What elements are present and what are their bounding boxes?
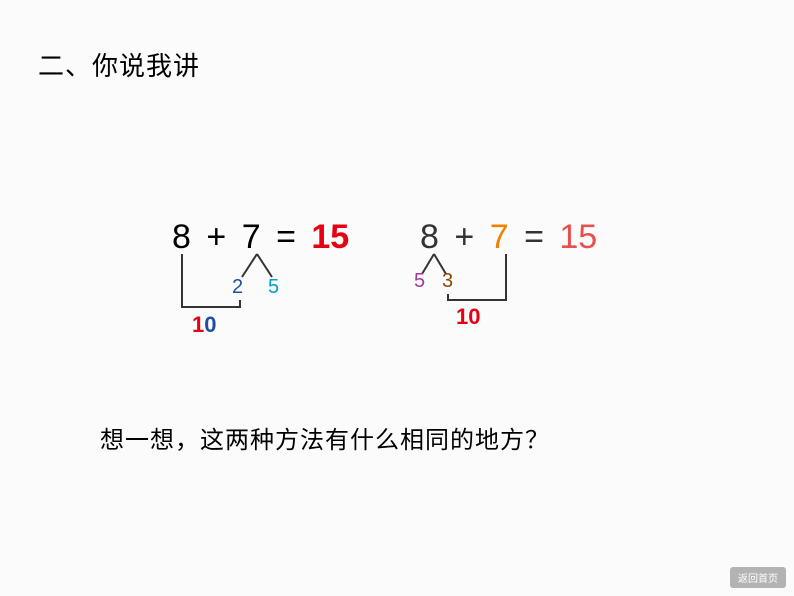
eq2-eq: = — [524, 218, 544, 256]
eq2-b: 7 — [490, 218, 509, 256]
return-home-button[interactable]: 返回首页 — [730, 567, 786, 588]
eq1-a: 8 — [172, 218, 191, 256]
eq2-a: 8 — [420, 218, 439, 256]
question-text: 想一想，这两种方法有什么相同的地方？ — [100, 420, 550, 455]
split1-right: 5 — [268, 276, 279, 299]
bottom1: 10 — [192, 312, 217, 338]
bottom2: 10 — [456, 304, 480, 330]
eq1-result: 15 — [311, 218, 349, 256]
method-1-diagram: 8 + 7 = 15 2 5 10 — [172, 200, 432, 360]
method-2-diagram: 8 + 7 = 15 5 3 10 — [420, 200, 680, 360]
split2-left: 5 — [414, 270, 425, 293]
eq2-result: 15 — [559, 218, 597, 256]
eq1-plus: + — [206, 218, 226, 256]
eq1-eq: = — [276, 218, 296, 256]
bracket-2 — [444, 252, 512, 312]
eq2-plus: + — [454, 218, 474, 256]
section-title: 二、你说我讲 — [38, 46, 200, 83]
eq1-b: 7 — [242, 218, 261, 256]
